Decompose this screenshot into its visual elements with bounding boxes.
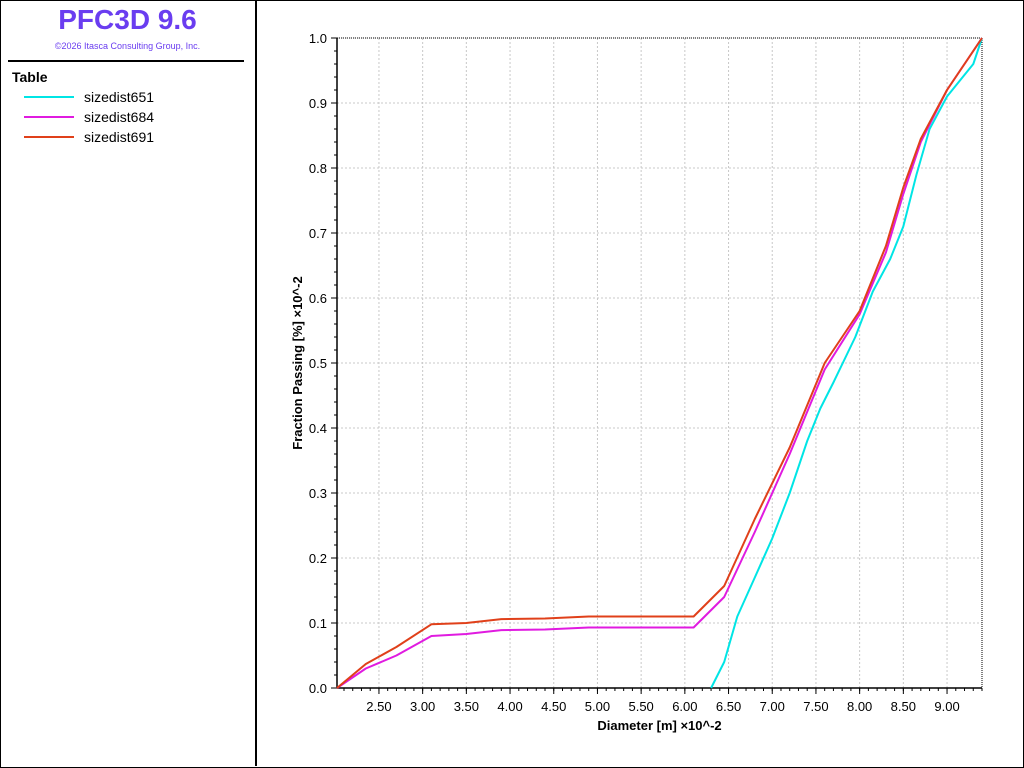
grid-layer <box>337 37 982 689</box>
title-divider <box>8 60 244 62</box>
x-tick-label: 8.50 <box>891 699 916 714</box>
x-tick-label: 3.50 <box>454 699 479 714</box>
y-tick-label: 1.0 <box>309 31 327 46</box>
x-tick-label: 8.00 <box>847 699 872 714</box>
legend-label: sizedist651 <box>84 89 155 105</box>
x-tick-label: 6.50 <box>716 699 741 714</box>
x-tick-label: 2.50 <box>366 699 391 714</box>
y-tick-label: 0.5 <box>309 356 327 371</box>
axes-layer <box>331 37 983 694</box>
x-tick-label: 7.00 <box>760 699 785 714</box>
x-tick-label: 4.00 <box>497 699 522 714</box>
labels-layer: 2.50 3.00 3.50 4.00 4.50 5.00 5.50 6.00 6.50 7.00… <box>309 31 960 714</box>
series-line-sizedist684[interactable] <box>336 37 983 689</box>
y-tick-label: 0.8 <box>309 161 327 176</box>
legend-panel: PFC3D 9.6 ©2026 Itasca Consulting Group,… <box>0 0 257 766</box>
y-tick-label: 0.7 <box>309 226 327 241</box>
legend-item-sizedist684[interactable]: sizedist684 <box>24 109 244 125</box>
x-tick-label: 3.00 <box>410 699 435 714</box>
legend-heading: Table <box>12 69 48 85</box>
y-tick-label: 0.3 <box>309 486 327 501</box>
x-tick-label: 4.50 <box>541 699 566 714</box>
legend-swatch <box>24 96 74 98</box>
x-tick-label: 5.50 <box>628 699 653 714</box>
legend-item-sizedist651[interactable]: sizedist651 <box>24 89 244 105</box>
x-tick-label: 7.50 <box>803 699 828 714</box>
x-axis-title: Diameter [m] ×10^-2 <box>597 718 721 733</box>
x-tick-label: 6.00 <box>672 699 697 714</box>
y-axis-title: Fraction Passing [%] ×10^-2 <box>290 276 305 449</box>
legend-label: sizedist684 <box>84 109 155 125</box>
app-title: PFC3D 9.6 <box>58 4 197 35</box>
copyright-text: ©2026 Itasca Consulting Group, Inc. <box>54 41 201 51</box>
x-tick-label: 5.00 <box>585 699 610 714</box>
legend-label: sizedist691 <box>84 129 155 145</box>
y-tick-label: 0.6 <box>309 291 327 306</box>
y-tick-label: 0.4 <box>309 421 327 436</box>
legend-swatch <box>24 116 74 118</box>
y-tick-label: 0.1 <box>309 616 327 631</box>
legend-swatch <box>24 136 74 138</box>
x-tick-label: 9.00 <box>934 699 959 714</box>
series-line-sizedist651[interactable] <box>710 37 983 689</box>
y-tick-label: 0.2 <box>309 551 327 566</box>
legend-item-sizedist691[interactable]: sizedist691 <box>24 129 244 145</box>
series-line-sizedist691[interactable] <box>336 37 983 689</box>
y-tick-label: 0.0 <box>309 681 327 696</box>
y-tick-label: 0.9 <box>309 96 327 111</box>
chart-area[interactable]: 2.50 3.00 3.50 4.00 4.50 5.00 5.50 6.00 6.50 7.00… <box>257 0 1022 766</box>
series-layer <box>336 37 983 689</box>
